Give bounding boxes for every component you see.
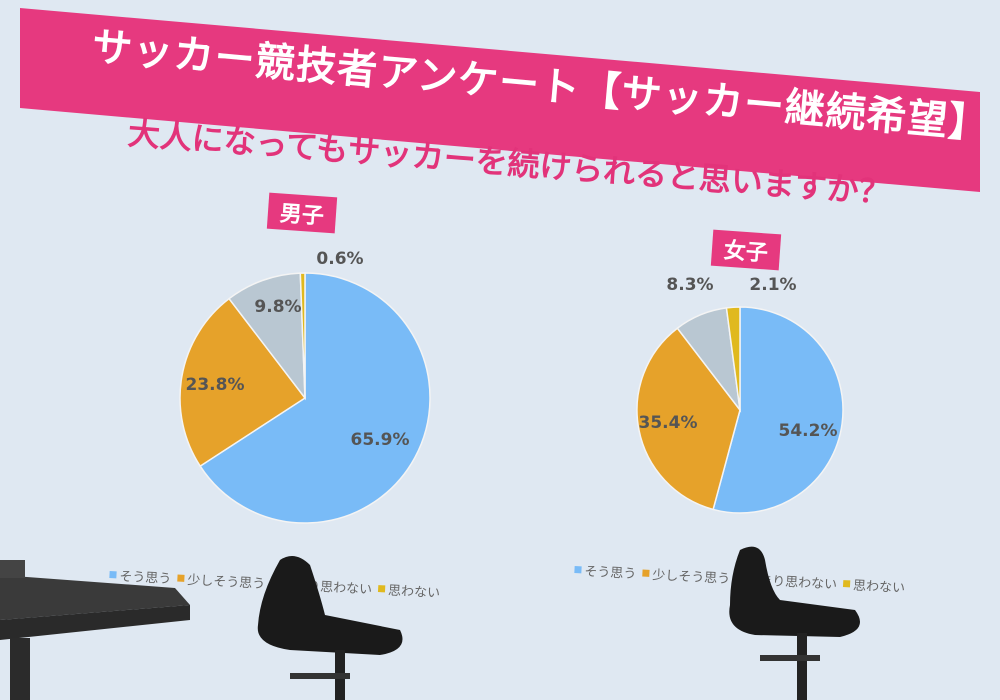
slice-data-label: 54.2%: [779, 421, 838, 441]
slice-data-label: 9.8%: [254, 297, 301, 317]
pie-slice: [179, 297, 307, 468]
slice-data-label: 35.4%: [639, 413, 698, 433]
pie-slice: [712, 306, 844, 514]
slice-data-label: 8.3%: [666, 275, 713, 295]
legend-label: 少しそう思う: [651, 568, 731, 588]
slice-data-label: 0.6%: [316, 249, 363, 269]
desk: [0, 560, 190, 700]
pie-slice: [199, 272, 431, 524]
slice-data-label: 23.8%: [186, 375, 245, 395]
legend-swatch: [642, 569, 650, 577]
pie-slice: [299, 272, 306, 399]
pie-slice: [725, 306, 741, 411]
legend-swatch: [574, 565, 582, 574]
stool-right: [729, 546, 860, 700]
legend-item: そう思う: [574, 560, 637, 582]
pie-slice: [636, 327, 741, 511]
boys-pie: 65.9% 23.8% 9.8% 0.6%: [179, 249, 431, 524]
slice-data-label: 65.9%: [351, 430, 410, 450]
slice-data-label: 2.1%: [749, 275, 796, 295]
pie-slice: [228, 272, 306, 401]
girls-pie: 54.2% 35.4% 8.3% 2.1%: [636, 275, 844, 514]
legend-label: そう思う: [583, 564, 637, 583]
stool-left: [257, 556, 403, 700]
